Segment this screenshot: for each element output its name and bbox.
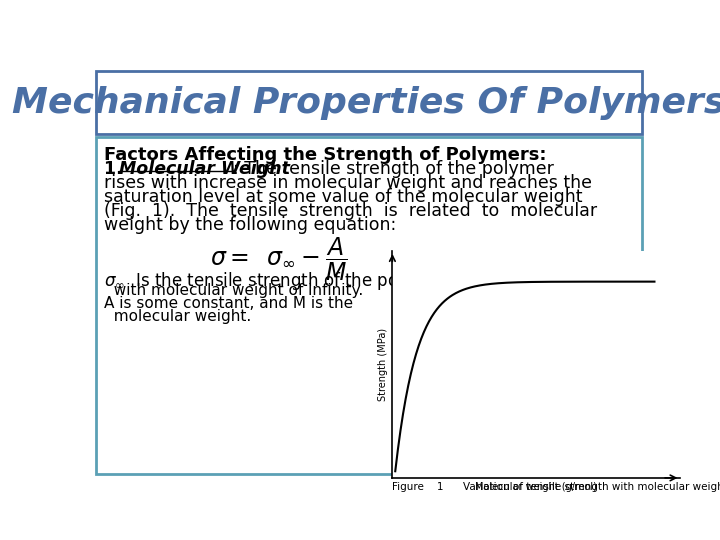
Text: weight by the following equation:: weight by the following equation: — [104, 215, 396, 234]
Text: Figure    1      Variation of tensile strength with molecular weight of the poly: Figure 1 Variation of tensile strength w… — [392, 482, 720, 492]
Text: $\sigma_{\infty}$  Is the tensile strength of the polymer: $\sigma_{\infty}$ Is the tensile strengt… — [104, 269, 447, 292]
FancyBboxPatch shape — [96, 71, 642, 134]
Text: 1.: 1. — [104, 160, 129, 178]
Text: (Fig.  1).  The  tensile  strength  is  related  to  molecular: (Fig. 1). The tensile strength is relate… — [104, 202, 597, 220]
Text: saturation level at some value of the molecular weight: saturation level at some value of the mo… — [104, 188, 582, 206]
Text: Factors Affecting the Strength of Polymers:: Factors Affecting the Strength of Polyme… — [104, 146, 546, 164]
X-axis label: Molecular weight (g/mol): Molecular weight (g/mol) — [475, 482, 598, 492]
Text: rises with increase in molecular weight and reaches the: rises with increase in molecular weight … — [104, 174, 592, 192]
Text: molecular weight.: molecular weight. — [104, 309, 251, 324]
FancyBboxPatch shape — [96, 137, 642, 475]
Text: $\sigma = \;\; \sigma_{\infty} - \dfrac{A}{M}$: $\sigma = \;\; \sigma_{\infty} - \dfrac{… — [210, 236, 348, 283]
Y-axis label: Strength (MPa): Strength (MPa) — [378, 328, 388, 401]
Text: Mechanical Properties Of Polymers: Mechanical Properties Of Polymers — [12, 85, 720, 119]
Text: with molecular weight of infinity.: with molecular weight of infinity. — [104, 283, 363, 298]
Text: Molecular Weight: Molecular Weight — [120, 160, 290, 178]
Text: A is some constant, and M is the: A is some constant, and M is the — [104, 296, 353, 311]
Text: : The tensile strength of the polymer: : The tensile strength of the polymer — [233, 160, 554, 178]
